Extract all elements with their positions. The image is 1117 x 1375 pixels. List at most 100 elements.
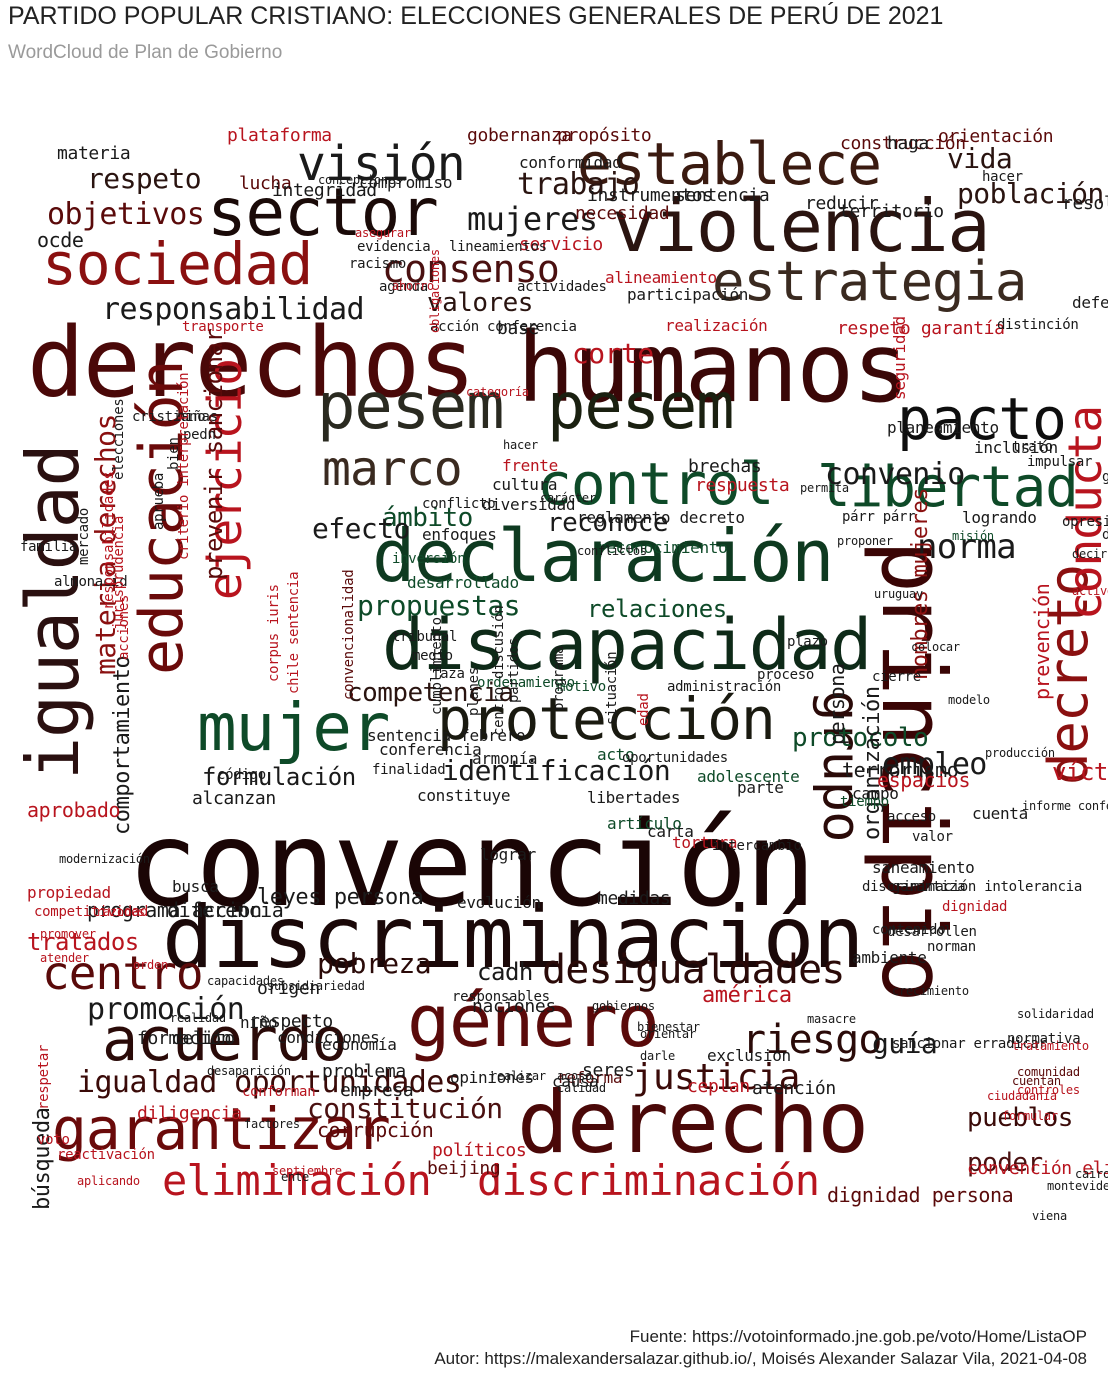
- cloud-word: américa: [702, 983, 792, 1008]
- cloud-word: ceplan: [687, 1076, 750, 1097]
- cloud-word: modernización: [59, 852, 150, 866]
- cloud-word: planeamiento: [887, 418, 999, 437]
- cloud-word: naciones: [472, 996, 556, 1017]
- cloud-word: calidad: [557, 1081, 606, 1095]
- cloud-word: faza: [432, 666, 465, 682]
- cloud-word: aplicando: [77, 1174, 140, 1188]
- cloud-word: busca: [172, 877, 219, 896]
- cloud-word: necesidad: [575, 203, 670, 224]
- cloud-word: pueblos: [967, 1103, 1073, 1133]
- cloud-word: tratamiento: [1012, 1039, 1089, 1053]
- cloud-word: prevención: [1030, 583, 1054, 700]
- cloud-word: plataforma: [227, 125, 332, 146]
- cloud-word: pacto: [897, 385, 1067, 453]
- cloud-word: respuesta: [695, 475, 790, 496]
- cloud-word: víctimas: [1052, 758, 1108, 786]
- cloud-word: cadh: [477, 958, 533, 986]
- chart-subtitle: WordCloud de Plan de Gobierno: [8, 42, 283, 63]
- cloud-word: administración: [667, 679, 782, 695]
- cloud-word: efecto: [312, 512, 410, 545]
- cloud-word: artículo: [607, 814, 682, 833]
- cloud-word: crecimiento: [892, 984, 969, 998]
- cloud-word: diálogo: [1102, 527, 1108, 543]
- cloud-word: orientar: [640, 1027, 696, 1041]
- cloud-word: discriminación intolerancia: [862, 879, 1083, 895]
- cloud-word: familia: [20, 539, 78, 555]
- cloud-word: reglamento decreto: [577, 508, 745, 527]
- cloud-word: trabajo: [517, 167, 640, 202]
- cloud-word: tribunal: [392, 629, 458, 645]
- cloud-word: medio: [412, 648, 453, 664]
- cloud-word: cristiano: [132, 409, 206, 425]
- cloud-word: formación: [137, 1028, 232, 1049]
- cloud-word: proceso: [757, 667, 815, 683]
- cloud-word: dignidad persona: [827, 1183, 1014, 1207]
- cloud-word: beijing: [427, 1158, 501, 1179]
- cloud-word: agenda: [379, 279, 428, 295]
- cloud-word: empresa: [340, 1080, 414, 1101]
- cloud-word: garantizar: [52, 1095, 391, 1163]
- cloud-word: cuentan: [1012, 1074, 1061, 1088]
- cloud-word: categoría: [466, 385, 529, 399]
- cloud-word: pesem: [547, 370, 735, 444]
- cloud-word: norman: [927, 939, 976, 955]
- cloud-word: septiembre: [272, 1164, 342, 1178]
- cloud-word: derecho: [517, 1073, 869, 1173]
- cloud-word: dignidad: [942, 899, 1008, 915]
- cloud-word: delito: [172, 1028, 235, 1049]
- cloud-word: aprobado: [27, 798, 121, 822]
- cloud-word: ambiente: [852, 948, 927, 967]
- cloud-word: consenso: [382, 247, 560, 291]
- cloud-word: sentencia febrero: [367, 726, 526, 745]
- cloud-word: corpus iuris: [266, 584, 282, 682]
- cloud-word: cultura: [492, 475, 558, 494]
- cloud-word: discriminación: [162, 888, 865, 988]
- cloud-word: sector: [207, 174, 439, 251]
- cloud-word: orden: [133, 958, 168, 972]
- cloud-word: instrumentos: [587, 185, 713, 206]
- cloud-word: valores: [427, 288, 533, 318]
- cloud-word: tortura: [672, 833, 738, 852]
- cloud-word: ahorro: [392, 279, 434, 293]
- cloud-word: violencia: [612, 184, 991, 268]
- cloud-word: servicio: [519, 234, 603, 255]
- cloud-word: estrategia: [712, 250, 1027, 313]
- cloud-word: comunidad: [1017, 1065, 1080, 1079]
- cloud-word: respetar: [36, 1044, 52, 1110]
- cloud-word: voto: [37, 1132, 70, 1148]
- cloud-word: cumplimiento: [429, 617, 445, 715]
- cloud-word: políticos: [432, 1140, 527, 1161]
- cloud-word: gelman: [1102, 469, 1108, 485]
- cloud-word: cierre: [872, 669, 921, 685]
- cloud-word: adolescente: [697, 767, 800, 786]
- cloud-word: impulsar: [1027, 454, 1093, 470]
- cloud-word: montevideo: [1047, 1179, 1108, 1193]
- cloud-word: chile sentencia: [286, 571, 302, 694]
- cloud-word: obligaciones: [428, 249, 442, 333]
- cloud-word: aprueba: [151, 472, 167, 530]
- cloud-word: contenido: [872, 922, 946, 938]
- cloud-word: opresión: [1062, 514, 1108, 530]
- cloud-word: corrupción: [317, 1118, 434, 1142]
- cloud-word: sociedad: [42, 230, 313, 298]
- cloud-word: prevenir sancionar: [200, 328, 228, 580]
- cloud-word: planes: [466, 667, 482, 716]
- cloud-word: desarrollado: [407, 573, 519, 592]
- cloud-word: bienestar: [637, 1020, 700, 1034]
- cloud-word: programa: [551, 645, 567, 711]
- cloud-word: producción: [985, 746, 1055, 760]
- cloud-word: igualdad oportunidades: [77, 1065, 462, 1100]
- cloud-word: convencionalidad: [341, 569, 357, 700]
- cloud-word: derechos: [27, 307, 476, 419]
- cloud-word: saneamiento: [872, 858, 975, 877]
- cloud-word: realidad: [170, 1011, 226, 1025]
- cloud-word: reconoce: [547, 508, 669, 538]
- cloud-word: población: [957, 177, 1104, 210]
- cloud-word: convenio: [825, 457, 965, 492]
- cloud-word: empleo: [882, 747, 987, 782]
- cloud-word: trato: [1012, 439, 1053, 455]
- cloud-word: base: [497, 318, 539, 339]
- cloud-word: transporte: [182, 319, 264, 335]
- cloud-word: partidos: [506, 637, 522, 703]
- cloud-word: pedn: [183, 427, 216, 443]
